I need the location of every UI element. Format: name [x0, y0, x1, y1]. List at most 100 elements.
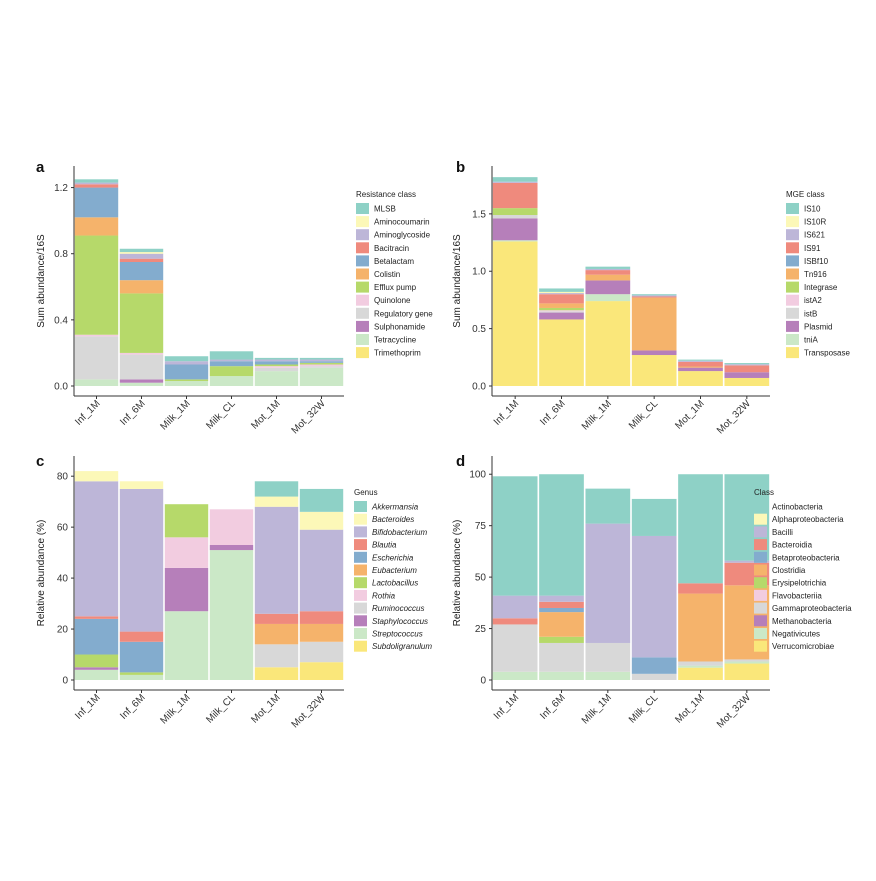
panel-letter: d: [456, 453, 465, 470]
bar-segment: [492, 177, 538, 182]
x-tick-label: Milk_CL: [627, 692, 661, 726]
legend-swatch: [754, 551, 767, 563]
legend-label: Rothia: [372, 591, 396, 600]
bar-segment: [299, 641, 344, 663]
bar-segment: [164, 356, 209, 362]
y-tick-label: 20: [57, 625, 69, 636]
x-tick-label: Milk_CL: [627, 398, 661, 432]
bar-segment: [74, 184, 119, 188]
y-tick-label: 80: [57, 472, 69, 483]
bar-segment: [119, 352, 164, 355]
bar-segment: [724, 663, 770, 680]
bar-segment: [585, 671, 631, 680]
legend-label: Flavobacteriia: [772, 591, 822, 600]
bar-segment: [492, 624, 538, 672]
panel-c: c 0 20 40 60 80 Inf_1M Inf_6M Milk_1M Milk_CL Mot_…: [36, 453, 432, 730]
y-axis-label: Sum abundance/16S: [36, 234, 47, 328]
bar-segment: [74, 179, 119, 183]
legend-label: Akkermansia: [371, 503, 419, 512]
legend-swatch: [754, 628, 767, 639]
y-tick-label: 0.0: [54, 382, 68, 393]
bar-segment: [164, 537, 209, 568]
legend-label: Bacilli: [772, 528, 793, 537]
bar-segment: [539, 293, 584, 295]
x-tick-label: Milk_CL: [204, 692, 238, 726]
x-tick-label: Mot_1M: [673, 692, 706, 725]
bar-segment: [585, 280, 631, 295]
legend-title: Class: [754, 488, 774, 497]
bar-segment: [492, 181, 538, 183]
bar-segment: [254, 371, 299, 386]
legend-swatch: [356, 268, 369, 280]
legend-swatch: [356, 242, 369, 254]
x-tick-label: Mot_32W: [290, 398, 328, 436]
bar-segment: [164, 381, 209, 386]
bar-segment: [74, 481, 119, 617]
legend-swatch: [356, 320, 369, 332]
bar-segment: [678, 366, 723, 368]
bar-segment: [585, 270, 631, 275]
bar-segment: [724, 363, 770, 365]
bar-segment: [119, 674, 164, 680]
legend-swatch: [356, 255, 369, 267]
bar-segment: [631, 295, 677, 297]
legend-label: Efflux pump: [374, 283, 417, 292]
bar-segment: [74, 235, 119, 335]
legend-label: Betaproteobacteria: [772, 553, 840, 562]
legend-label: IS91: [804, 244, 821, 253]
legend-swatch: [754, 501, 767, 512]
legend-label: Actinobacteria: [772, 503, 823, 512]
x-tick-label: Inf_1M: [73, 692, 102, 721]
legend-swatch: [356, 281, 369, 293]
panel-letter: a: [36, 159, 45, 176]
bar-segment: [164, 611, 209, 680]
bar-segment: [254, 644, 299, 668]
bar-segment: [164, 504, 209, 538]
bar-segment: [678, 360, 723, 362]
bar-segment: [299, 511, 344, 530]
legend-label: Regulatory gene: [374, 309, 433, 318]
y-tick-label: 60: [57, 523, 69, 534]
legend-swatch: [356, 216, 369, 228]
bar-segment: [119, 252, 164, 254]
bar-segment: [119, 382, 164, 386]
y-tick-label: 0: [480, 676, 486, 687]
bar-segment: [585, 488, 631, 524]
legend-swatch: [786, 229, 799, 241]
y-tick-label: 0: [62, 676, 68, 687]
legend-swatch: [356, 347, 369, 359]
bar-segment: [585, 274, 631, 281]
bar-segment: [492, 208, 538, 216]
bar-segment: [492, 215, 538, 219]
bar-segment: [254, 366, 299, 368]
bar-segment: [724, 377, 770, 386]
y-tick-label: 0.8: [54, 249, 68, 260]
legend-swatch: [786, 242, 799, 254]
bar-segment: [678, 361, 723, 367]
y-tick-label: 50: [475, 573, 487, 584]
bar-segment: [74, 187, 119, 218]
x-tick-label: Mot_32W: [290, 692, 328, 730]
legend-label: Methanobacteria: [772, 617, 832, 626]
legend-label: Tetracycline: [374, 336, 417, 345]
x-tick-label: Milk_1M: [159, 692, 193, 726]
legend-label: Aminoglycoside: [374, 231, 431, 240]
bar-segment: [299, 662, 344, 680]
bar-segment: [539, 474, 584, 596]
y-tick-label: 1.5: [472, 209, 486, 220]
legend-label: MLSB: [374, 205, 396, 214]
legend-swatch: [354, 628, 367, 639]
bar-segment: [74, 669, 119, 680]
legend-label: Clostridia: [772, 566, 806, 575]
legend-swatch: [356, 307, 369, 319]
legend-label: Staphylococcus: [372, 617, 428, 626]
bar-segment: [678, 359, 723, 361]
legend-swatch: [354, 615, 367, 627]
legend-swatch: [786, 281, 799, 293]
bar-segment: [209, 509, 254, 545]
bar-segment: [492, 476, 538, 596]
bar-segment: [74, 379, 119, 386]
bar-segment: [539, 595, 584, 602]
bar-segment: [299, 362, 344, 365]
legend-label: IS10: [804, 205, 821, 214]
